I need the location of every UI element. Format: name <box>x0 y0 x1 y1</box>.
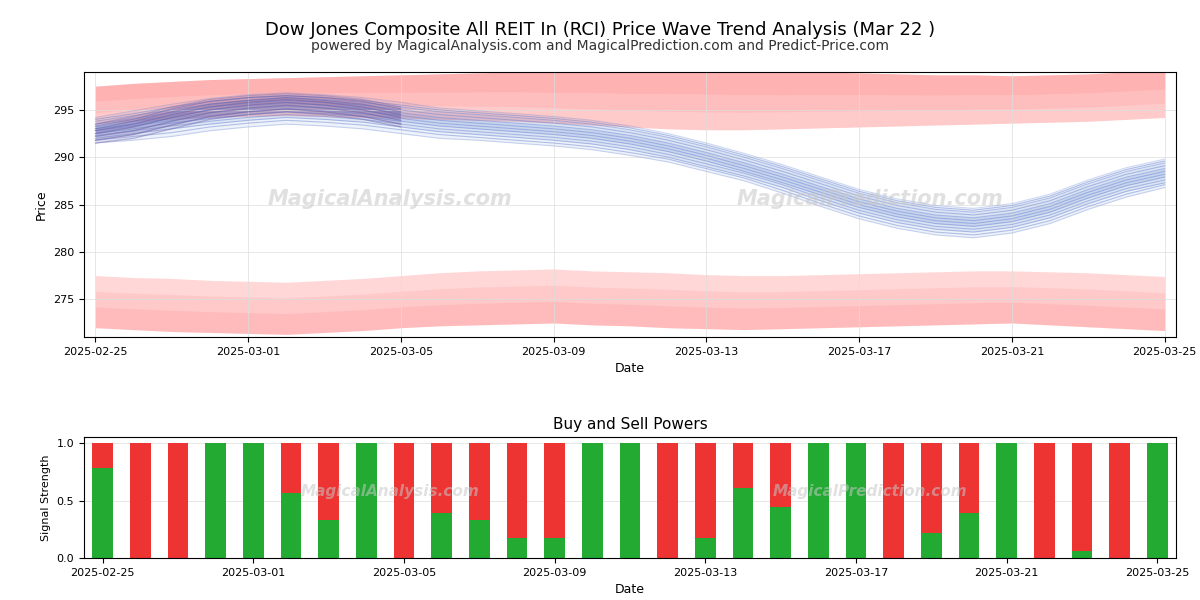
Text: Dow Jones Composite All REIT In (RCI) Price Wave Trend Analysis (Mar 22 ): Dow Jones Composite All REIT In (RCI) Pr… <box>265 21 935 39</box>
Bar <box>431 443 452 513</box>
Bar <box>658 443 678 558</box>
Text: MagicalPrediction.com: MagicalPrediction.com <box>737 189 1003 209</box>
X-axis label: Date: Date <box>616 362 646 376</box>
Bar <box>619 443 641 558</box>
Text: MagicalPrediction.com: MagicalPrediction.com <box>773 484 967 499</box>
Bar <box>469 520 490 558</box>
Bar <box>431 513 452 558</box>
Bar <box>883 443 904 558</box>
Text: MagicalAnalysis.com: MagicalAnalysis.com <box>300 484 479 499</box>
Bar <box>770 508 791 558</box>
Bar <box>244 443 264 558</box>
Bar <box>920 533 942 558</box>
Bar <box>1034 443 1055 558</box>
Bar <box>1072 443 1092 551</box>
Bar <box>733 443 754 488</box>
Title: Buy and Sell Powers: Buy and Sell Powers <box>553 417 707 432</box>
Bar <box>959 513 979 558</box>
Bar <box>582 443 602 558</box>
X-axis label: Date: Date <box>616 583 646 596</box>
Bar <box>1072 551 1092 558</box>
Bar <box>545 538 565 558</box>
Y-axis label: Signal Strength: Signal Strength <box>41 454 52 541</box>
Bar <box>733 488 754 558</box>
Bar <box>959 443 979 513</box>
Bar <box>356 443 377 558</box>
Text: MagicalAnalysis.com: MagicalAnalysis.com <box>268 189 512 209</box>
Bar <box>168 443 188 558</box>
Bar <box>92 469 113 558</box>
Bar <box>469 443 490 520</box>
Y-axis label: Price: Price <box>35 189 48 220</box>
Bar <box>130 443 151 558</box>
Bar <box>205 443 226 558</box>
Bar <box>92 443 113 469</box>
Bar <box>506 538 527 558</box>
Bar <box>695 443 715 538</box>
Bar <box>996 443 1016 558</box>
Bar <box>506 443 527 538</box>
Bar <box>394 443 414 558</box>
Bar <box>770 443 791 508</box>
Bar <box>1109 443 1130 558</box>
Bar <box>846 443 866 558</box>
Text: powered by MagicalAnalysis.com and MagicalPrediction.com and Predict-Price.com: powered by MagicalAnalysis.com and Magic… <box>311 39 889 53</box>
Bar <box>920 443 942 533</box>
Bar <box>281 443 301 493</box>
Bar <box>281 493 301 558</box>
Bar <box>695 538 715 558</box>
Bar <box>545 443 565 538</box>
Bar <box>1147 443 1168 558</box>
Bar <box>318 443 340 520</box>
Bar <box>808 443 829 558</box>
Bar <box>318 520 340 558</box>
